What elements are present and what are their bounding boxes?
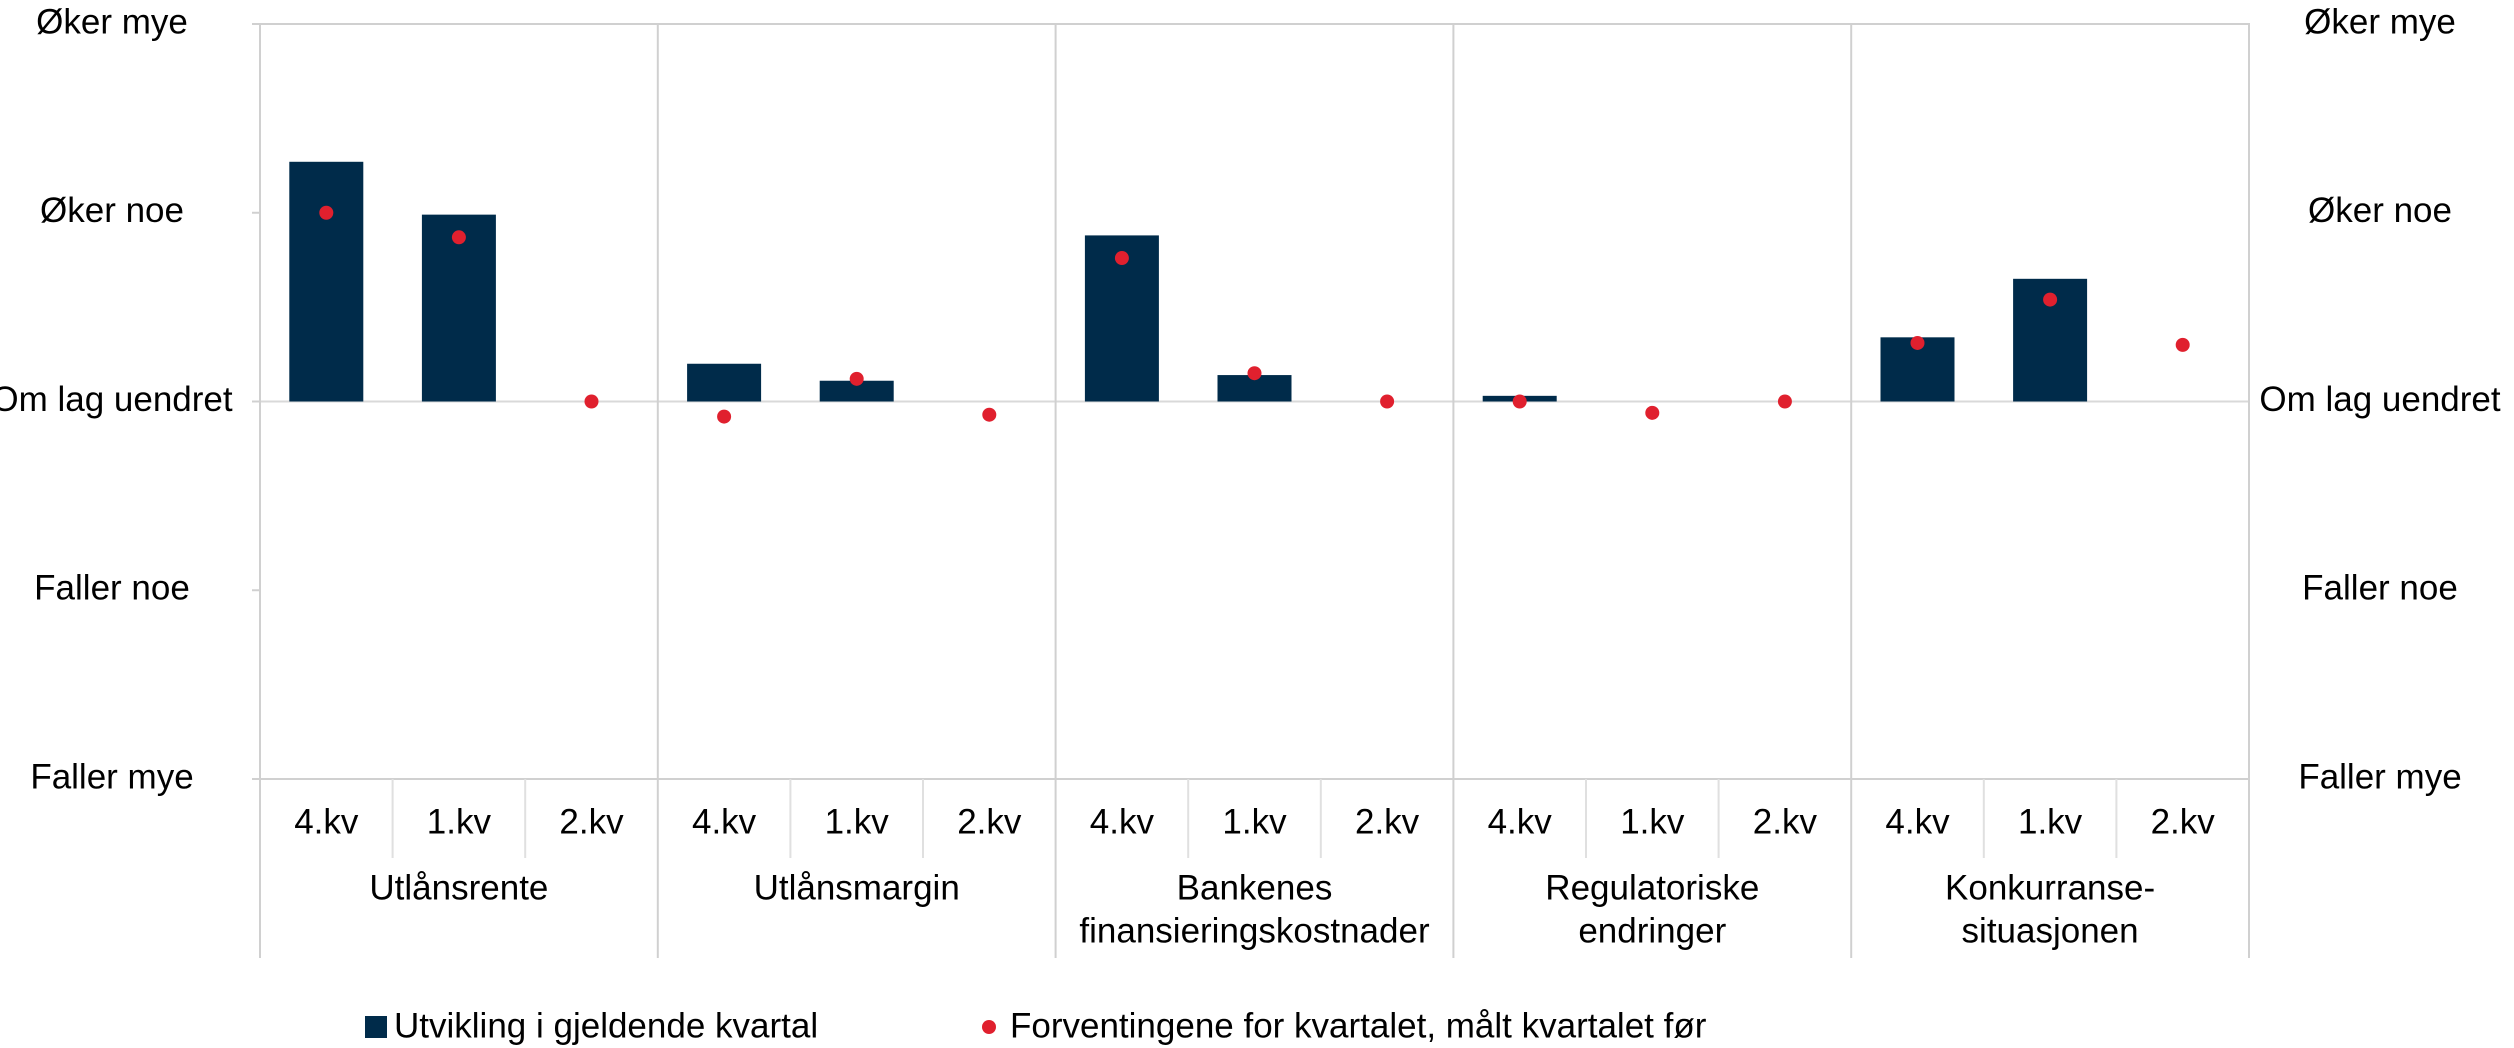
x-tick-label: 1.kv [1620, 802, 1685, 841]
group-label: Regulatoriske [1545, 868, 1759, 907]
y2-tick-label: Øker mye [2304, 2, 2456, 41]
dot [1114, 251, 1129, 266]
legend-label: Forventingene for kvartalet, målt kvarta… [1010, 1006, 1707, 1045]
x-tick-label: 2.kv [559, 802, 624, 841]
y2-tick-label: Om lag uendret [2259, 380, 2501, 419]
dot [451, 230, 466, 245]
x-tick-label: 4.kv [294, 802, 359, 841]
dot [1777, 394, 1792, 409]
x-tick-label: 2.kv [1355, 802, 1420, 841]
group-label: Bankenes [1177, 868, 1333, 907]
group-label: Konkurranse- [1945, 868, 2155, 907]
y2-tick-label: Øker noe [2308, 191, 2452, 230]
legend-marker [365, 1016, 387, 1038]
x-tick-label: 4.kv [692, 802, 757, 841]
y-tick-label: Om lag uendret [0, 380, 233, 419]
group-label: Utlånsmargin [754, 868, 960, 907]
x-tick-label: 2.kv [957, 802, 1022, 841]
group-label: endringer [1578, 911, 1726, 950]
x-tick-label: 4.kv [1090, 802, 1155, 841]
x-tick-label: 4.kv [1885, 802, 1950, 841]
group-label: finansieringskostnader [1079, 911, 1430, 950]
y-tick-label: Øker noe [40, 191, 184, 230]
bar [289, 161, 364, 402]
x-tick-label: 4.kv [1488, 802, 1553, 841]
legend-marker [982, 1020, 996, 1034]
dot [849, 371, 864, 386]
dot [2043, 292, 2058, 307]
dot [2175, 337, 2190, 352]
dot [1380, 394, 1395, 409]
x-tick-label: 1.kv [825, 802, 890, 841]
dot [982, 407, 997, 422]
y-tick-label: Øker mye [36, 2, 188, 41]
x-tick-label: 1.kv [427, 802, 492, 841]
legend-label: Utvikling i gjeldende kvartal [394, 1006, 818, 1045]
bar [819, 380, 894, 402]
x-tick-label: 1.kv [2018, 802, 2083, 841]
dot [1512, 394, 1527, 409]
y-tick-label: Faller mye [30, 757, 193, 796]
y2-tick-label: Faller noe [2302, 569, 2458, 608]
bar [687, 363, 762, 402]
dot [319, 205, 334, 220]
x-tick-label: 1.kv [1222, 802, 1287, 841]
y-tick-label: Faller noe [34, 569, 190, 608]
dot [584, 394, 599, 409]
dot [1645, 405, 1660, 420]
dot [1910, 335, 1925, 350]
x-tick-label: 2.kv [1753, 802, 1818, 841]
dot [717, 409, 732, 424]
group-label: Utlånsrente [369, 868, 548, 907]
y2-tick-label: Faller mye [2298, 757, 2461, 796]
dot [1247, 366, 1262, 381]
x-tick-label: 2.kv [2151, 802, 2216, 841]
bar [421, 214, 496, 402]
group-label: situasjonen [1962, 911, 2139, 950]
